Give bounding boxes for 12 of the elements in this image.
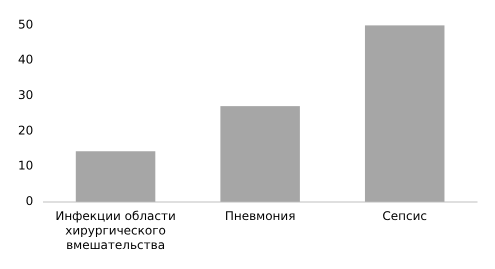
y-tick-label: 30 — [18, 88, 34, 102]
y-tick-label: 0 — [26, 194, 34, 208]
y-tick-label: 20 — [18, 123, 34, 138]
bar — [76, 151, 156, 202]
bar — [364, 25, 444, 202]
x-tick-label: Инфекции области хирургического вмешательства — [55, 209, 176, 252]
x-tick-label: Пневмония — [224, 209, 296, 224]
bar — [220, 106, 300, 202]
y-tick-label: 10 — [18, 158, 34, 173]
x-tick-label: Сепсис — [382, 209, 428, 224]
y-tick-label: 50 — [18, 17, 34, 32]
y-tick-label: 40 — [18, 52, 34, 67]
